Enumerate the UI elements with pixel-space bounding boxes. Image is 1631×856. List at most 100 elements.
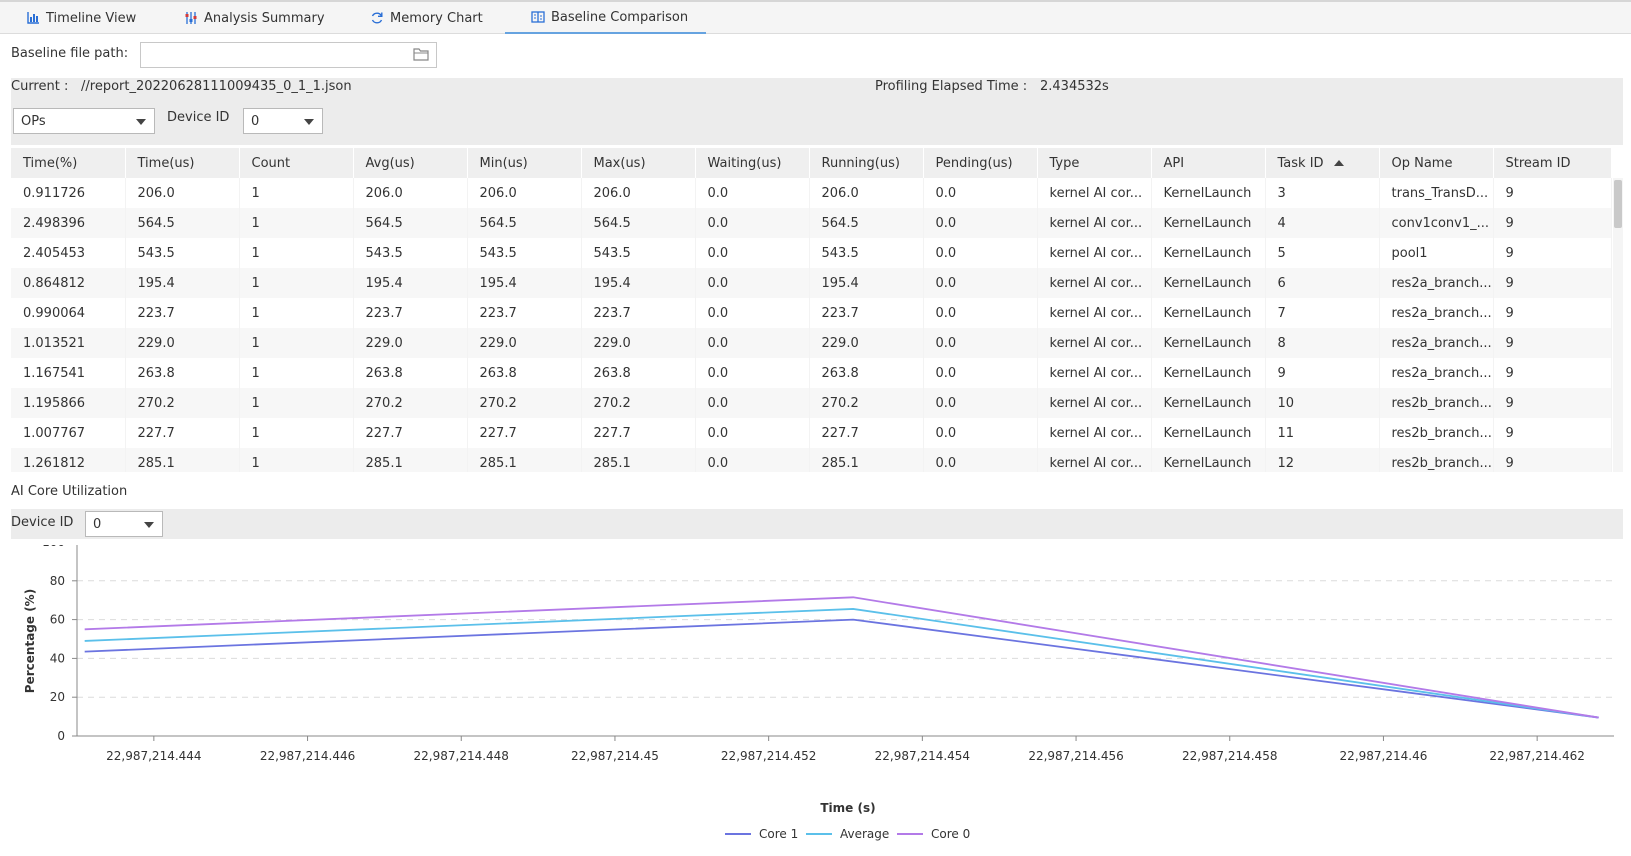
baseline-path-input[interactable] <box>140 42 437 68</box>
column-header-api[interactable]: API <box>1151 148 1266 178</box>
device-id-select[interactable]: 0 <box>243 108 323 134</box>
table-cell: 1 <box>239 238 354 268</box>
column-header-waiting-us[interactable]: Waiting(us) <box>695 148 810 178</box>
column-header-label: Time(us) <box>137 155 195 171</box>
table-cell: KernelLaunch <box>1151 298 1266 328</box>
table-cell: 564.5 <box>581 208 696 238</box>
table-cell: 195.4 <box>467 268 582 298</box>
table-cell: conv1conv1_... <box>1379 208 1494 238</box>
ai-core-title: AI Core Utilization <box>11 484 128 499</box>
column-header-pending-us[interactable]: Pending(us) <box>923 148 1038 178</box>
table-cell: 0.0 <box>695 298 810 328</box>
y-tick-label: 40 <box>50 651 65 665</box>
table-cell: 0.0 <box>923 418 1038 448</box>
table-row[interactable]: 0.911726 206.0 1 206.0 206.0 206.0 0.0 206.0 0.0… <box>11 178 1612 208</box>
table-row[interactable]: 2.405453 543.5 1 543.5 543.5 543.5 0.0 543.5 0.0… <box>11 238 1612 268</box>
tab-label: Analysis Summary <box>204 10 325 26</box>
tab-baseline-comparison[interactable]: Baseline Comparison <box>505 2 706 34</box>
table-cell: 270.2 <box>467 388 582 418</box>
chevron-down-icon <box>144 522 154 528</box>
column-header-time[interactable]: Time(%) <box>11 148 126 178</box>
scrollbar-thumb[interactable] <box>1614 180 1622 228</box>
column-header-stream-id[interactable]: Stream ID <box>1493 148 1612 178</box>
column-header-op-name[interactable]: Op Name <box>1379 148 1494 178</box>
baseline-path-label: Baseline file path: <box>11 46 129 61</box>
table-cell: trans_TransD... <box>1379 178 1494 208</box>
x-tick-label: 22,987,214.462 <box>1489 749 1584 763</box>
table-cell: 1 <box>239 268 354 298</box>
y-axis-label: Percentage (%) <box>23 589 37 693</box>
table-row[interactable]: 0.990064 223.7 1 223.7 223.7 223.7 0.0 223.7 0.0… <box>11 298 1612 328</box>
ai-core-device-select[interactable]: 0 <box>85 511 163 537</box>
chevron-down-icon <box>304 119 314 125</box>
table-cell: res2a_branch... <box>1379 328 1494 358</box>
table-cell: KernelLaunch <box>1151 268 1266 298</box>
table-cell: KernelLaunch <box>1151 238 1266 268</box>
device-id-label: Device ID <box>167 110 230 125</box>
table-cell: 227.7 <box>467 418 582 448</box>
table-row[interactable]: 1.261812 285.1 1 285.1 285.1 285.1 0.0 285.1 0.0… <box>11 448 1612 472</box>
y-tick-label: 20 <box>50 690 65 704</box>
table-scrollbar[interactable] <box>1613 178 1623 472</box>
table-cell: 3 <box>1265 178 1380 208</box>
table-cell: kernel AI cor... <box>1037 208 1152 238</box>
column-header-label: Task ID <box>1277 155 1324 171</box>
table-row[interactable]: 1.013521 229.0 1 229.0 229.0 229.0 0.0 229.0 0.0… <box>11 328 1612 358</box>
ai-core-utilization-chart: 0 20 40 60 80 100 22,987,214.444 22,987,214.446… <box>23 545 1614 841</box>
table-cell: res2b_branch... <box>1379 388 1494 418</box>
y-tick-label: 0 <box>57 729 65 743</box>
current-file: //report_20220628111009435_0_1_1.json <box>81 79 352 94</box>
column-header-label: Waiting(us) <box>707 155 782 171</box>
table-cell: 1 <box>239 388 354 418</box>
x-tick-label: 22,987,214.46 <box>1340 749 1428 763</box>
view-type-select[interactable]: OPs <box>13 108 155 134</box>
tab-timeline-view[interactable]: Timeline View <box>0 2 154 34</box>
column-header-running-us[interactable]: Running(us) <box>809 148 924 178</box>
tab-analysis-summary[interactable]: Analysis Summary <box>158 2 338 34</box>
table-cell: 0.0 <box>695 328 810 358</box>
table-cell: res2b_branch... <box>1379 448 1494 472</box>
column-header-type[interactable]: Type <box>1037 148 1152 178</box>
table-cell: kernel AI cor... <box>1037 178 1152 208</box>
tab-memory-chart[interactable]: Memory Chart <box>344 2 504 34</box>
table-cell: 0.911726 <box>11 178 126 208</box>
table-cell: 206.0 <box>467 178 582 208</box>
table-row[interactable]: 1.167541 263.8 1 263.8 263.8 263.8 0.0 263.8 0.0… <box>11 358 1612 388</box>
x-axis-label: Time (s) <box>820 801 875 815</box>
table-cell: res2b_branch... <box>1379 418 1494 448</box>
table-cell: 9 <box>1493 238 1612 268</box>
column-header-time-us[interactable]: Time(us) <box>125 148 240 178</box>
tab-label: Memory Chart <box>390 10 483 26</box>
table-row[interactable]: 1.195866 270.2 1 270.2 270.2 270.2 0.0 270.2 0.0… <box>11 388 1612 418</box>
folder-icon[interactable] <box>413 47 429 61</box>
table-cell: 12 <box>1265 448 1380 472</box>
table-cell: 0.0 <box>923 208 1038 238</box>
table-cell: 9 <box>1493 298 1612 328</box>
table-cell: 0.0 <box>923 448 1038 472</box>
x-tick-label: 22,987,214.454 <box>875 749 970 763</box>
column-header-label: API <box>1163 155 1185 171</box>
column-header-avg-us[interactable]: Avg(us) <box>353 148 468 178</box>
column-header-label: Time(%) <box>23 155 78 171</box>
table-cell: 564.5 <box>353 208 468 238</box>
column-header-count[interactable]: Count <box>239 148 354 178</box>
column-header-min-us[interactable]: Min(us) <box>467 148 582 178</box>
table-cell: 0.864812 <box>11 268 126 298</box>
tab-label: Timeline View <box>46 10 137 26</box>
column-header-max-us[interactable]: Max(us) <box>581 148 696 178</box>
table-row[interactable]: 2.498396 564.5 1 564.5 564.5 564.5 0.0 564.5 0.0… <box>11 208 1612 238</box>
table-cell: 195.4 <box>125 268 240 298</box>
table-cell: 1 <box>239 298 354 328</box>
table-row[interactable]: 0.864812 195.4 1 195.4 195.4 195.4 0.0 195.4 0.0… <box>11 268 1612 298</box>
column-header-task-id[interactable]: Task ID <box>1265 148 1380 178</box>
table-cell: 229.0 <box>581 328 696 358</box>
table-cell: KernelLaunch <box>1151 418 1266 448</box>
table-cell: 285.1 <box>809 448 924 472</box>
column-header-label: Stream ID <box>1505 155 1571 171</box>
view-type-value: OPs <box>21 113 46 129</box>
table-cell: 206.0 <box>125 178 240 208</box>
y-tick-label: 60 <box>50 613 65 627</box>
table-cell: 1.261812 <box>11 448 126 472</box>
table-cell: 9 <box>1493 358 1612 388</box>
table-row[interactable]: 1.007767 227.7 1 227.7 227.7 227.7 0.0 227.7 0.0… <box>11 418 1612 448</box>
